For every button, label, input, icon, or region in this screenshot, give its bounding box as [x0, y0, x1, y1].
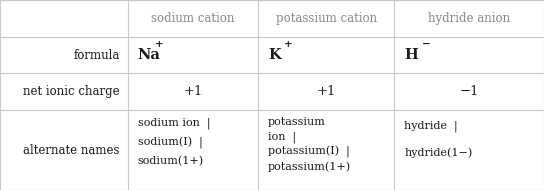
- Text: potassium cation: potassium cation: [276, 12, 377, 25]
- Text: +: +: [283, 40, 292, 49]
- Text: hydride(1−): hydride(1−): [404, 147, 472, 158]
- Text: H: H: [404, 48, 418, 62]
- Text: ion  |: ion |: [268, 131, 296, 143]
- Text: −: −: [422, 40, 430, 49]
- Text: potassium(I)  |: potassium(I) |: [268, 146, 350, 158]
- Text: sodium cation: sodium cation: [151, 12, 235, 25]
- Text: K: K: [268, 48, 281, 62]
- Text: potassium: potassium: [268, 117, 326, 127]
- Text: Na: Na: [138, 48, 160, 62]
- Text: net ionic charge: net ionic charge: [23, 85, 120, 98]
- Text: formula: formula: [73, 49, 120, 62]
- Text: +: +: [155, 40, 164, 49]
- Text: +1: +1: [317, 85, 336, 98]
- Text: alternate names: alternate names: [23, 144, 120, 157]
- Text: −1: −1: [460, 85, 479, 98]
- Text: hydride  |: hydride |: [404, 120, 458, 131]
- Text: sodium(I)  |: sodium(I) |: [138, 136, 202, 149]
- Text: sodium ion  |: sodium ion |: [138, 118, 210, 129]
- Text: sodium(1+): sodium(1+): [138, 156, 204, 167]
- Text: hydride anion: hydride anion: [428, 12, 510, 25]
- Text: +1: +1: [183, 85, 203, 98]
- Text: potassium(1+): potassium(1+): [268, 161, 351, 172]
